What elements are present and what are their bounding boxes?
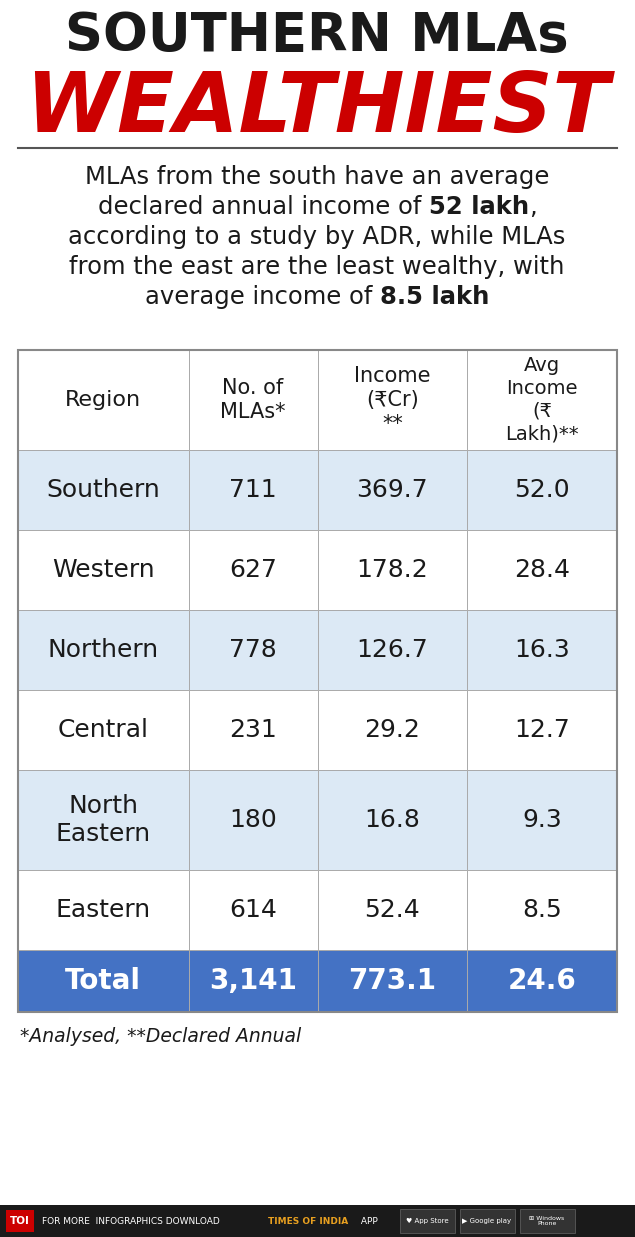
Text: declared annual income of: declared annual income of <box>98 195 429 219</box>
Bar <box>318 610 467 690</box>
Text: 3,141: 3,141 <box>209 967 297 995</box>
Text: ,: , <box>529 195 537 219</box>
Bar <box>467 950 617 1012</box>
Text: according to a study by ADR, while MLAs: according to a study by ADR, while MLAs <box>69 225 566 249</box>
Bar <box>467 690 617 769</box>
Bar <box>318 450 467 529</box>
Bar <box>18 610 189 690</box>
Text: *Analysed, **Declared Annual: *Analysed, **Declared Annual <box>20 1027 301 1047</box>
Bar <box>467 350 617 450</box>
Text: ⊞ Windows
Phone: ⊞ Windows Phone <box>530 1216 565 1226</box>
Text: Total: Total <box>65 967 142 995</box>
Text: 180: 180 <box>229 808 277 833</box>
Text: TIMES OF INDIA: TIMES OF INDIA <box>268 1216 348 1226</box>
Bar <box>467 450 617 529</box>
Text: TOI: TOI <box>10 1216 30 1226</box>
Text: 773.1: 773.1 <box>349 967 436 995</box>
Text: 178.2: 178.2 <box>356 558 428 581</box>
Bar <box>6 1210 34 1232</box>
Bar <box>318 529 467 610</box>
Text: 28.4: 28.4 <box>514 558 570 581</box>
Bar <box>18 350 189 450</box>
Bar <box>189 529 318 610</box>
Text: ♥ App Store: ♥ App Store <box>406 1218 448 1225</box>
Bar <box>467 610 617 690</box>
Text: North
Eastern: North Eastern <box>56 794 151 846</box>
Text: 52.0: 52.0 <box>514 477 570 502</box>
Bar <box>18 450 189 529</box>
Text: APP: APP <box>358 1216 378 1226</box>
Text: Region: Region <box>65 390 142 409</box>
Text: 24.6: 24.6 <box>508 967 577 995</box>
Bar <box>318 950 467 1012</box>
Text: 8.5 lakh: 8.5 lakh <box>380 285 489 309</box>
Bar <box>460 1209 515 1233</box>
Bar <box>318 350 467 450</box>
Text: 711: 711 <box>229 477 277 502</box>
Text: FOR MORE  INFOGRAPHICS DOWNLOAD: FOR MORE INFOGRAPHICS DOWNLOAD <box>42 1216 223 1226</box>
Text: 9.3: 9.3 <box>522 808 562 833</box>
Text: WEALTHIEST: WEALTHIEST <box>25 68 609 148</box>
Text: MLAs from the south have an average: MLAs from the south have an average <box>85 165 549 189</box>
Bar <box>520 1209 575 1233</box>
Bar <box>189 690 318 769</box>
Bar <box>467 529 617 610</box>
Text: Eastern: Eastern <box>56 898 151 922</box>
Text: Avg
Income
(₹
Lakh)**: Avg Income (₹ Lakh)** <box>505 356 579 444</box>
Bar <box>400 1209 455 1233</box>
Text: Northern: Northern <box>48 638 159 662</box>
Text: ▶ Google play: ▶ Google play <box>462 1218 512 1223</box>
Text: Southern: Southern <box>46 477 160 502</box>
Bar <box>189 610 318 690</box>
Text: 369.7: 369.7 <box>357 477 428 502</box>
Text: 126.7: 126.7 <box>356 638 428 662</box>
Bar <box>467 769 617 870</box>
Text: average income of: average income of <box>145 285 380 309</box>
Text: Central: Central <box>58 717 149 742</box>
Text: Western: Western <box>52 558 155 581</box>
Bar <box>189 769 318 870</box>
Bar <box>18 870 189 950</box>
Bar <box>467 870 617 950</box>
Text: 231: 231 <box>229 717 277 742</box>
Text: from the east are the least wealthy, with: from the east are the least wealthy, wit… <box>69 255 565 280</box>
Text: No. of
MLAs*: No. of MLAs* <box>220 379 286 422</box>
Text: 16.8: 16.8 <box>364 808 420 833</box>
Bar <box>318 870 467 950</box>
Bar <box>318 769 467 870</box>
Text: 614: 614 <box>229 898 277 922</box>
Text: 12.7: 12.7 <box>514 717 570 742</box>
Text: 52 lakh: 52 lakh <box>429 195 529 219</box>
Bar <box>18 690 189 769</box>
Bar <box>18 769 189 870</box>
Bar <box>18 529 189 610</box>
Bar <box>0 1205 635 1237</box>
Text: Income
(₹Cr)
**: Income (₹Cr) ** <box>354 366 431 434</box>
Text: 16.3: 16.3 <box>514 638 570 662</box>
Text: 778: 778 <box>229 638 277 662</box>
Bar <box>189 450 318 529</box>
Text: 8.5: 8.5 <box>522 898 562 922</box>
Text: 29.2: 29.2 <box>364 717 420 742</box>
Text: 52.4: 52.4 <box>364 898 420 922</box>
Bar <box>18 950 189 1012</box>
Bar <box>189 870 318 950</box>
Text: 627: 627 <box>229 558 277 581</box>
Bar <box>318 690 467 769</box>
Text: SOUTHERN MLAs: SOUTHERN MLAs <box>65 10 569 62</box>
Bar <box>18 350 617 1012</box>
Bar <box>189 350 318 450</box>
Bar <box>189 950 318 1012</box>
